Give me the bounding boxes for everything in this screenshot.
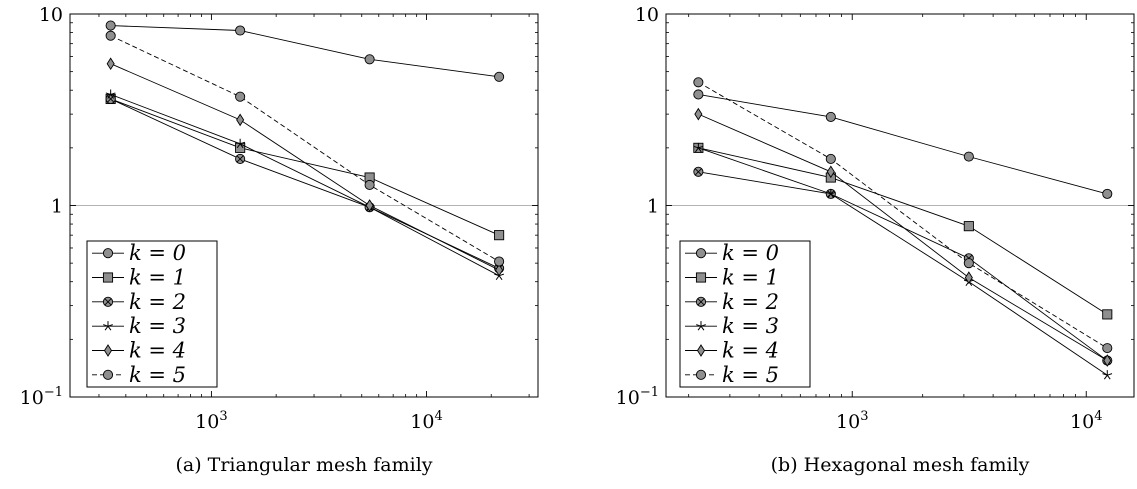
legend-marker-k2 [102,296,114,307]
data-point-k5-4 [1102,343,1113,354]
legend-label-k5: k = 5 [722,363,779,387]
legend-marker-k3 [696,321,706,331]
legend-label-k0: k = 0 [129,241,186,265]
legend-label-k5: k = 5 [129,363,186,387]
data-point-k1-4 [494,230,505,241]
data-point-k3-2 [235,138,246,149]
data-point-k0-4 [494,71,505,82]
series-line-k0 [698,94,1108,195]
data-point-k5-1 [105,30,116,41]
data-point-k1-4 [1102,309,1113,320]
data-point-k5-2 [235,91,246,102]
data-point-k3-1 [693,142,704,153]
series-line-k1 [698,147,1108,315]
data-point-k4-4 [495,263,504,277]
legend-label-k4: k = 4 [129,339,186,363]
series-k5 [693,77,1113,354]
chart-panel-1: 103 104 10−1 1 10 k = 0k = 1k = 2k = 3k = 4k … [20,4,539,476]
data-point-k2-2 [235,153,246,165]
series-line-k4 [110,63,500,271]
y-tick-label-3: 10 [39,4,63,26]
data-point-k4-2 [826,165,835,179]
data-point-k2-1 [693,166,704,177]
x-tick-label-2: 104 [1070,409,1102,433]
legend-label-k2: k = 2 [722,290,779,314]
legend-label-k2: k = 2 [129,290,186,314]
data-point-k3-4 [1102,370,1113,380]
data-point-k4-3 [964,271,973,284]
y-tick-label-2: 1 [647,196,659,218]
legend-marker-k3 [103,321,113,331]
y-tick-label-1: 10−1 [616,385,659,409]
caption-1: (a) Triangular mesh family [175,454,432,476]
caption-2: (b) Hexagonal mesh family [771,454,1030,476]
legend-marker-k1 [102,272,114,283]
series-line-k2 [698,171,1108,361]
legend-label-k3: k = 3 [722,314,779,338]
data-point-k0-1 [105,20,116,31]
plot-frame [665,13,1135,398]
series-k1 [105,93,505,241]
data-point-k4-1 [694,107,703,121]
data-point-k5-3 [364,179,375,191]
x-tick-label-1: 103 [195,409,227,433]
series-k5 [105,30,505,267]
data-point-k1-3 [963,221,974,232]
series-line-k3 [698,147,1108,376]
data-point-k0-2 [825,111,836,123]
series-k4 [694,107,1112,367]
chart-panel-2: 103 104 10−1 1 10 k = 0k = 1k = 2k = 3k = 4k … [616,4,1135,476]
data-point-k4-2 [236,113,245,127]
x-tick-label-1: 103 [836,409,868,433]
series-k0 [105,20,505,82]
data-point-k5-4 [494,256,505,267]
series-k4 [106,57,504,277]
legend-box [86,240,218,388]
legend-marker-k0 [102,248,114,259]
legend-marker-k0 [695,248,707,259]
legend-label-k1: k = 1 [129,266,186,290]
series-line-k1 [110,98,500,236]
series-k0 [693,89,1113,199]
legend-label-k3: k = 3 [129,314,186,338]
data-point-k5-3 [963,258,974,269]
data-point-k0-2 [235,25,246,36]
legend-marker-k5 [695,369,707,380]
series-line-k0 [110,25,500,78]
legend: k = 0k = 1k = 2k = 3k = 4k = 5 [86,240,218,388]
y-tick-label-2: 1 [51,196,63,218]
data-point-k3-1 [105,89,116,99]
x-tick-label-2: 104 [410,409,442,433]
data-point-k3-2 [825,188,836,199]
data-point-k4-1 [106,57,115,71]
legend: k = 0k = 1k = 2k = 3k = 4k = 5 [679,240,811,388]
data-point-k4-4 [1103,354,1112,367]
legend-box [679,240,811,388]
y-tick-label-1: 10−1 [20,385,63,409]
data-point-k5-2 [825,153,836,165]
series-line-k5 [698,81,1108,349]
data-point-k5-1 [693,77,704,88]
y-tick-label-3: 10 [635,4,659,26]
legend-marker-k2 [695,296,707,307]
legend-marker-k4 [103,344,113,357]
data-point-k4-3 [365,199,374,212]
series-line-k3 [110,94,500,277]
series-line-k5 [110,35,500,262]
legend-marker-k5 [102,369,114,380]
data-point-k2-1 [105,93,116,105]
legend-label-k1: k = 1 [722,266,779,290]
series-line-k4 [698,113,1108,361]
legend-marker-k1 [695,272,707,283]
legend-label-k4: k = 4 [722,339,779,363]
data-point-k0-3 [364,54,375,65]
legend-marker-k4 [696,344,706,357]
legend-label-k0: k = 0 [722,241,779,265]
data-point-k0-1 [693,89,704,100]
data-point-k0-4 [1102,188,1113,199]
data-point-k0-3 [963,151,974,162]
plot-frame [69,13,539,398]
